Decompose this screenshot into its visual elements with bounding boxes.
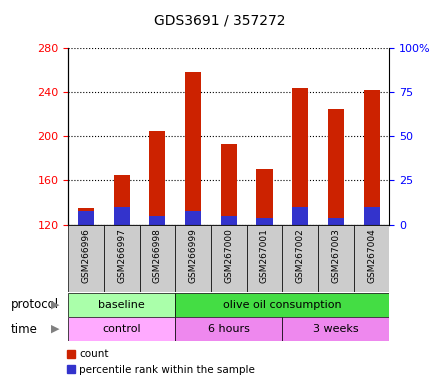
Text: GDS3691 / 357272: GDS3691 / 357272 — [154, 13, 286, 27]
Bar — [114, 207, 130, 225]
Bar — [257, 169, 272, 225]
Text: olive oil consumption: olive oil consumption — [223, 300, 341, 310]
Bar — [354, 225, 389, 292]
Bar — [282, 225, 318, 292]
Bar — [68, 225, 104, 292]
Bar — [78, 210, 94, 225]
Bar — [150, 131, 165, 225]
Bar — [363, 90, 380, 225]
Text: GSM267002: GSM267002 — [296, 228, 304, 283]
Text: 6 hours: 6 hours — [208, 324, 250, 334]
Bar — [68, 293, 175, 317]
Text: baseline: baseline — [99, 300, 145, 310]
Bar — [247, 225, 282, 292]
Text: GSM266996: GSM266996 — [81, 228, 91, 283]
Text: GSM267000: GSM267000 — [224, 228, 233, 283]
Bar — [185, 210, 201, 225]
Text: GSM266998: GSM266998 — [153, 228, 162, 283]
Text: GSM266997: GSM266997 — [117, 228, 126, 283]
Text: GSM267004: GSM267004 — [367, 228, 376, 283]
Bar — [185, 72, 201, 225]
Bar — [328, 109, 344, 225]
Bar — [292, 207, 308, 225]
Bar — [257, 218, 272, 225]
Bar — [328, 218, 344, 225]
Legend: count, percentile rank within the sample: count, percentile rank within the sample — [62, 345, 259, 379]
Bar — [175, 317, 282, 341]
Bar — [318, 225, 354, 292]
Bar — [150, 216, 165, 225]
Text: 3 weeks: 3 weeks — [313, 324, 359, 334]
Text: control: control — [103, 324, 141, 334]
Bar — [175, 225, 211, 292]
Bar — [68, 317, 175, 341]
Bar — [114, 175, 130, 225]
Bar — [221, 144, 237, 225]
Text: ▶: ▶ — [51, 324, 59, 334]
Bar — [211, 225, 247, 292]
Bar — [292, 88, 308, 225]
Bar — [139, 225, 175, 292]
Bar — [78, 208, 94, 225]
Text: protocol: protocol — [11, 298, 59, 311]
Bar — [104, 225, 139, 292]
Bar — [363, 207, 380, 225]
Text: ▶: ▶ — [51, 300, 59, 310]
Bar — [221, 216, 237, 225]
Text: GSM267003: GSM267003 — [331, 228, 341, 283]
Bar — [282, 317, 389, 341]
Bar — [175, 293, 389, 317]
Text: GSM266999: GSM266999 — [189, 228, 198, 283]
Text: GSM267001: GSM267001 — [260, 228, 269, 283]
Text: time: time — [11, 323, 38, 336]
